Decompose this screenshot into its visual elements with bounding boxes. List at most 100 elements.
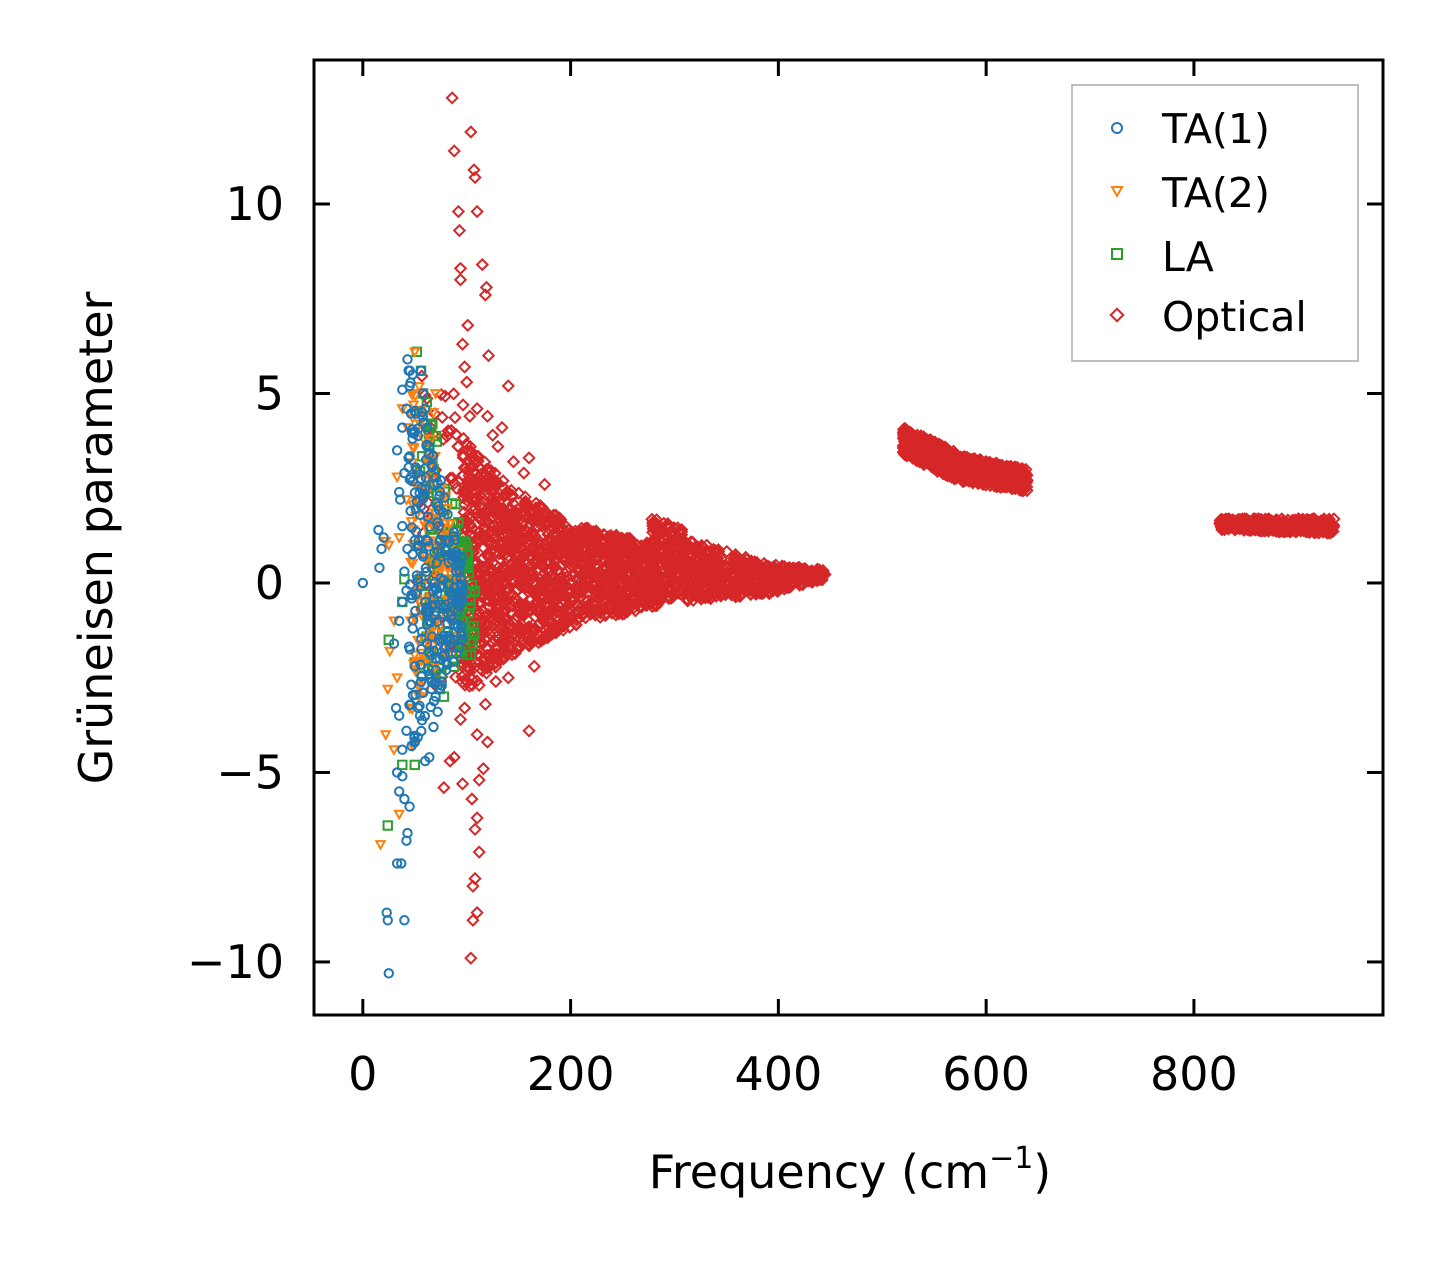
point-optical (603, 583, 617, 597)
point-ta1 (396, 858, 407, 869)
point-ta1 (407, 623, 418, 634)
point-optical (475, 257, 489, 272)
point-optical (463, 409, 477, 423)
point-optical (548, 518, 562, 532)
point-optical (463, 439, 477, 454)
point-optical (472, 845, 486, 859)
point-optical (694, 542, 709, 557)
point-optical (688, 540, 703, 554)
point-optical (453, 273, 468, 287)
point-ta1 (419, 755, 431, 767)
point-optical (517, 498, 532, 513)
point-optical (683, 566, 697, 580)
point-ta1 (416, 725, 427, 737)
point-optical (553, 566, 567, 581)
point-optical (457, 360, 472, 374)
point-optical (617, 606, 631, 621)
point-optical (957, 457, 972, 472)
point-optical (568, 524, 583, 538)
point-optical (533, 501, 547, 515)
point-optical (648, 540, 662, 555)
point-optical (501, 379, 515, 393)
point-optical (542, 580, 556, 594)
point-ta1 (374, 562, 385, 574)
point-optical (523, 593, 537, 608)
x-tick-label: 200 (527, 1047, 615, 1101)
point-optical (508, 646, 522, 661)
y-tick-label: 10 (225, 177, 284, 231)
point-ta2 (401, 423, 414, 434)
point-optical (690, 552, 705, 566)
point-ta1 (420, 562, 432, 574)
point-la (467, 638, 479, 649)
point-optical (532, 544, 546, 559)
point-optical (476, 561, 490, 576)
point-ta1 (420, 454, 432, 466)
point-ta1 (440, 657, 452, 668)
point-optical (477, 582, 491, 597)
point-optical (482, 569, 497, 583)
point-ta1 (411, 570, 423, 581)
point-optical (554, 546, 568, 560)
point-ta1 (391, 445, 403, 456)
point-ta1 (453, 600, 464, 611)
point-optical (632, 561, 646, 575)
point-ta1 (413, 539, 425, 551)
point-optical (774, 577, 788, 591)
point-optical (570, 529, 584, 544)
point-optical (664, 591, 678, 605)
point-ta1 (382, 915, 393, 926)
point-optical (552, 604, 567, 619)
point-optical (633, 545, 648, 559)
point-optical (975, 459, 989, 473)
point-optical (526, 525, 540, 539)
point-optical (445, 471, 460, 485)
point-optical (475, 552, 489, 566)
point-optical (522, 724, 536, 738)
point-optical (605, 602, 619, 616)
point-optical (514, 580, 529, 594)
point-optical (520, 613, 535, 627)
point-ta1 (434, 486, 446, 497)
point-optical (656, 544, 670, 558)
point-ta1 (451, 573, 462, 585)
point-optical (486, 596, 500, 611)
point-optical (661, 517, 675, 531)
point-optical (525, 540, 540, 554)
legend-label-ta2: TA(2) (1161, 169, 1270, 217)
y-axis-label: Grüneisen parameter (69, 291, 123, 784)
point-optical (530, 584, 544, 598)
point-optical (518, 494, 533, 509)
point-optical (456, 448, 470, 462)
point-ta1 (388, 638, 400, 649)
point-ta1 (443, 557, 455, 568)
point-optical (909, 434, 924, 448)
point-la (464, 601, 476, 613)
point-optical (451, 204, 466, 219)
point-optical (678, 550, 692, 565)
point-optical (447, 144, 461, 158)
point-optical (662, 591, 676, 606)
point-optical (470, 401, 484, 416)
point-optical (1019, 476, 1033, 490)
point-optical (438, 389, 452, 403)
point-optical (536, 632, 551, 646)
point-optical (505, 558, 519, 572)
point-optical (518, 581, 532, 596)
point-optical (487, 579, 502, 593)
point-optical (474, 501, 488, 515)
point-optical (704, 590, 718, 605)
point-optical (528, 557, 543, 571)
point-optical (547, 623, 562, 638)
point-optical (932, 461, 946, 476)
point-ta2 (391, 673, 404, 684)
point-ta1 (422, 535, 433, 547)
legend-marker-ta2 (1110, 186, 1124, 199)
point-optical (517, 466, 531, 480)
point-ta1 (393, 710, 405, 721)
point-ta2 (413, 382, 426, 393)
point-optical (1216, 518, 1230, 533)
point-optical (1261, 514, 1275, 529)
point-optical (700, 553, 715, 568)
point-optical (569, 617, 583, 632)
